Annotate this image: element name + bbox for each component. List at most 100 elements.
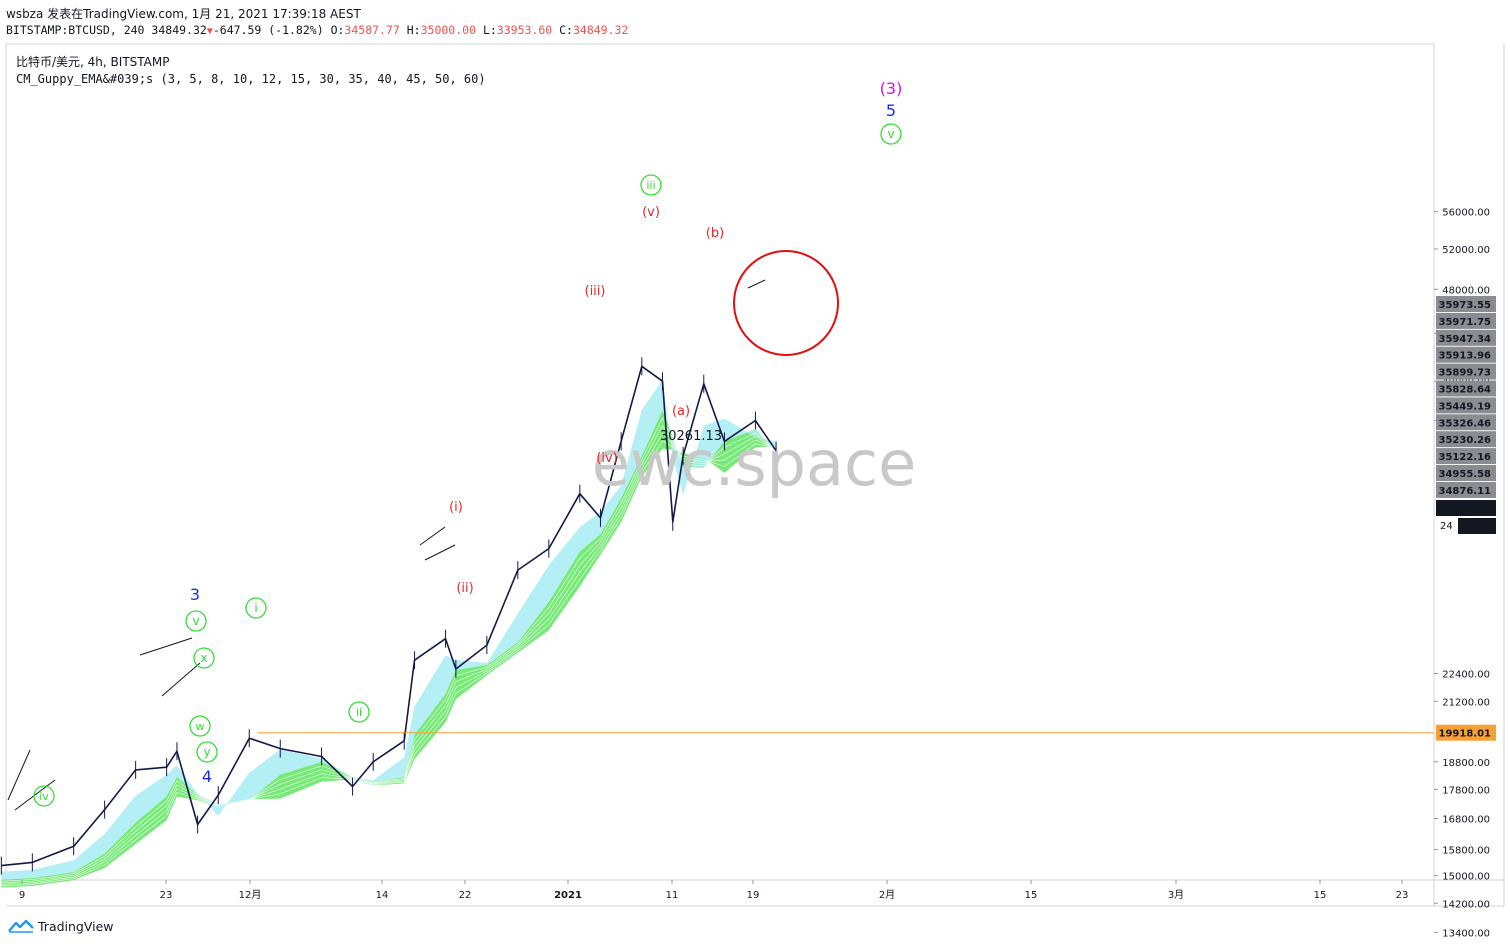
trendline [14,779,56,811]
time-tick-label: 15 [1025,890,1038,901]
price-tick-label: 56000.00 [1442,208,1490,219]
price-tick-label: 22400.00 [1442,669,1490,680]
wave-label: 3 [190,585,200,604]
hline-tag-bg [1436,724,1496,741]
label-circle [880,123,902,145]
label-circle [348,701,370,723]
circled-wave-label: iv [33,785,55,807]
price-tick-label: 17800.00 [1442,785,1490,796]
time-tick-label: 9 [19,890,25,901]
price-tag-label: 35449.19 [1438,401,1491,412]
label-circle [189,715,211,737]
wave-label: (ii) [456,581,473,596]
high-value: 35000.00 [420,23,476,37]
label-circle [193,647,215,669]
down-arrow-icon: ▼ [206,26,213,37]
label-circle [640,174,662,196]
trendline [419,526,446,546]
countdown-tag: 20:42 [1463,522,1492,533]
price-line [1,365,777,867]
time-tick-label: 12月 [239,889,262,901]
wave-label: w [196,720,205,733]
price-tag-label: 35230.26 [1438,435,1491,446]
price-tag-bg [1436,363,1496,380]
highlight-circle[interactable] [733,250,839,356]
price-tag-label: 35326.46 [1438,418,1491,429]
price-tag-bg [1436,465,1496,481]
wave-label: v [887,127,894,141]
close-value: 34849.32 [572,23,629,37]
circled-wave-label: i [245,597,267,619]
countdown-tag-bg [1458,518,1496,534]
wave-labels: (3) 5 v iii (v) (b) (iii) (a) 30261.13 (… [33,79,903,807]
trendline [747,279,766,289]
price-tick-label: 13400.00 [1442,928,1490,939]
circled-wave-label: y [196,741,218,763]
low-value: 33953.60 [496,23,553,37]
price-tick-label: 48000.00 [1442,285,1490,296]
time-tick-label: 3月 [1168,889,1184,901]
price-tag-bg [1436,448,1496,465]
indicator-legend: CM_Guppy_EMA&#039;s (3, 5, 8, 10, 12, 15… [16,72,486,86]
trendline [424,544,456,561]
time-tick-label: 2月 [879,889,895,901]
circled-wave-label: v [880,123,902,145]
low-label: L: [482,23,497,37]
time-tick-label: 19 [747,890,760,901]
ema-line [1,432,777,885]
price-tick-label: 16800.00 [1442,815,1490,826]
wave-label: (i) [449,500,463,515]
trendline [139,637,193,656]
circled-wave-label: x [193,647,215,669]
current-price-tag-bg [1436,500,1496,516]
wave-label: (b) [706,226,724,241]
price-tick-label: 52000.00 [1442,245,1490,256]
circled-wave-label: iii [640,174,662,196]
price-tag-label: 35971.75 [1438,317,1491,328]
price-tag-label: 34955.58 [1438,469,1491,480]
last-price: 34849.32 [151,23,207,37]
wave-label: v [192,614,199,628]
price-tick-label: 24 [1440,521,1453,532]
price-tick-label: 14200.00 [1442,899,1490,910]
wave-label: 4 [202,767,212,786]
wave-label: (3) [880,79,903,98]
wave-label: (iii) [585,284,606,299]
price-tag-bg [1436,346,1496,363]
wave-label: i [254,601,257,615]
wave-label: 5 [886,101,896,120]
circled-wave-label: w [189,715,211,737]
ema-line [1,440,777,887]
time-tick-label: 23 [160,890,173,901]
price-tick-label: 21200.00 [1442,697,1490,708]
price-tag-bg [1436,414,1496,431]
time-tick-label: 23 [1396,890,1409,901]
label-circle [196,741,218,763]
price-tick-label: 15800.00 [1442,845,1490,856]
close-label: C: [559,23,573,37]
time-axis[interactable]: 9 23 12月 14 22 2021 11 19 2月 15 3月 15 23 [19,880,1409,901]
time-tick-label: 14 [376,890,389,901]
low-price-label: 30261.13 [660,429,722,444]
price-tag-label: 35973.55 [1438,300,1491,311]
fast-ema-ribbon [1,379,777,880]
symbol-label: BITSTAMP:BTCUSD, 240 [6,23,145,37]
footer-brand: TradingView [38,918,114,934]
price-tag-bg [1436,296,1496,312]
price-tag-bg [1436,329,1496,346]
guppy-ema-ribbons [1,379,777,888]
wave-label: (a) [672,404,690,419]
wave-label: y [203,745,210,759]
watermark: ewc.space [592,427,917,500]
time-tick-label: 15 [1314,890,1327,901]
price-tick-label: 18800.00 [1442,758,1490,769]
price-tag-bg [1436,397,1496,414]
ema-line [1,417,777,882]
time-tick-label: 22 [459,890,472,901]
trend-drawings [7,279,766,811]
label-circle [185,610,207,632]
chart-title: 比特币/美元, 4h, BITSTAMP [16,55,170,69]
price-tag-bg [1436,380,1496,397]
footer: TradingView [8,916,114,936]
